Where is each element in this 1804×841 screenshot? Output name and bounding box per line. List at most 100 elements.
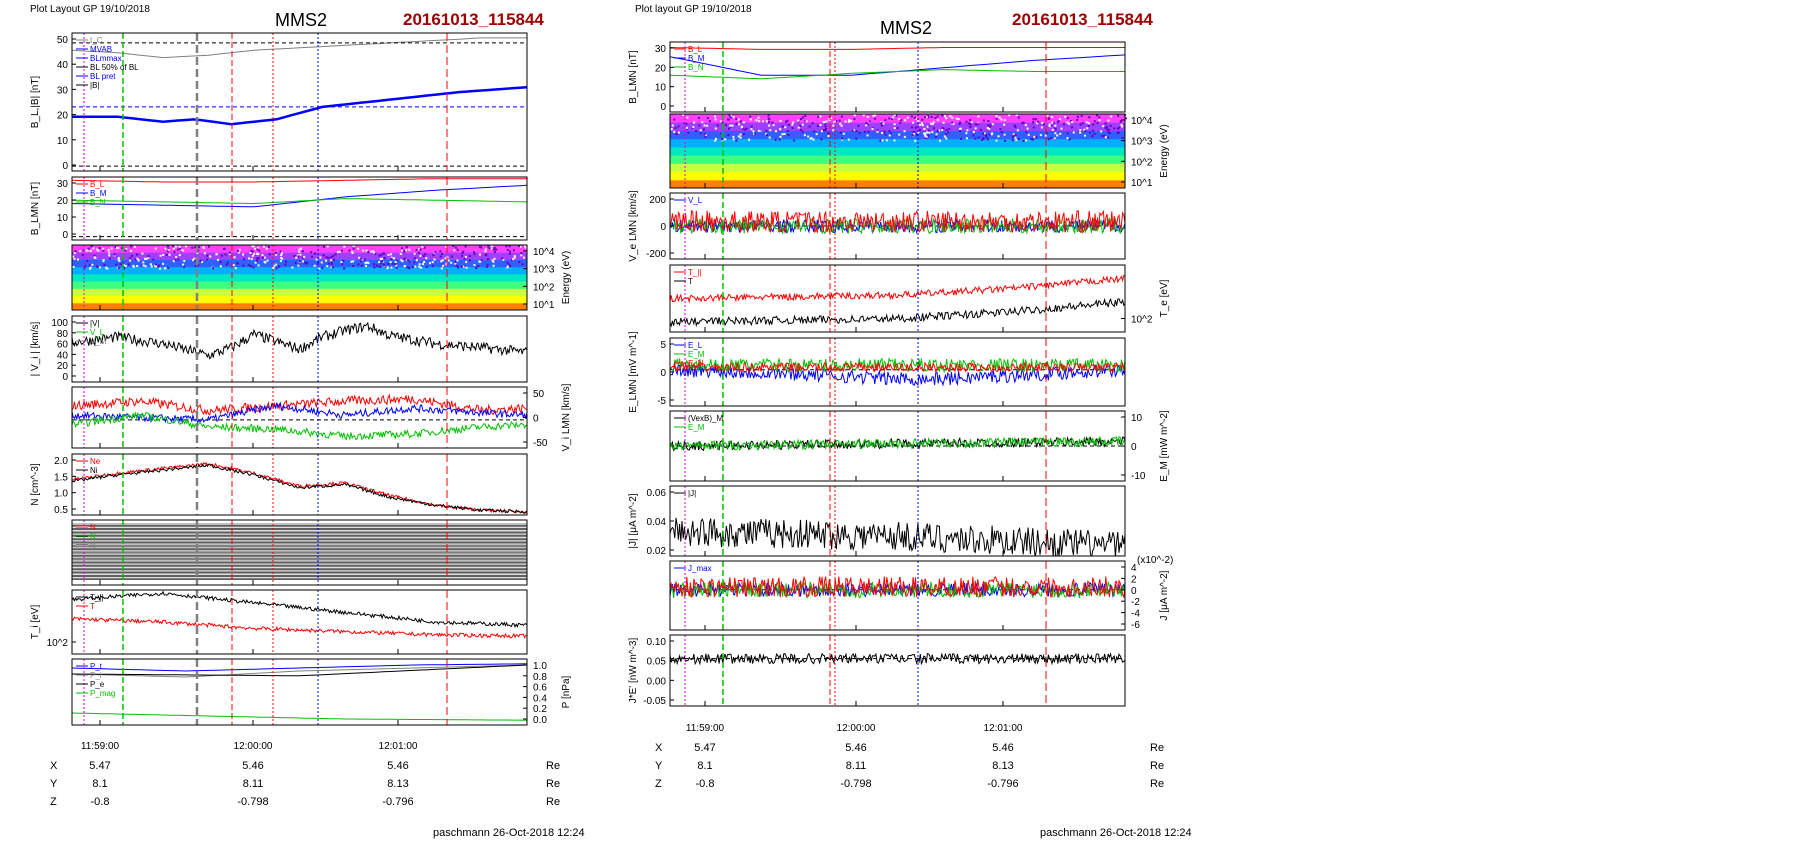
legend-label: |J|	[688, 489, 696, 498]
eph-value: -0.798	[237, 796, 268, 808]
spectrogram-pixel	[165, 253, 168, 256]
spectrogram-pixel	[888, 134, 891, 137]
spectrogram-pixel	[1046, 114, 1049, 117]
spectrogram-band	[670, 138, 1125, 148]
spectrogram-pixel	[145, 257, 148, 260]
spectrogram-pixel	[263, 260, 266, 263]
spectrogram-pixel	[995, 117, 998, 120]
left-time-tick: 12:01:00	[379, 741, 418, 752]
spectrogram-pixel	[124, 264, 127, 267]
spectrogram-pixel	[248, 257, 251, 260]
spectrogram-pixel	[979, 128, 982, 131]
spectrogram-pixel	[261, 254, 264, 257]
spectrogram-pixel	[1116, 127, 1119, 130]
right-panel: -0.05 0.00 0.05 0.10 J*E' [nW m^-3]	[628, 634, 1126, 707]
spectrogram-pixel	[454, 260, 457, 263]
y-tick-label: -4	[1131, 609, 1140, 620]
spectrogram-pixel	[714, 115, 717, 118]
spectrogram-pixel	[83, 266, 86, 269]
spectrogram-pixel	[958, 128, 961, 131]
eph-value: 5.46	[992, 742, 1013, 754]
spectrogram-pixel	[411, 266, 414, 269]
panel-frame	[71, 589, 528, 655]
spectrogram-pixel	[1116, 132, 1119, 135]
spectrogram-pixel	[194, 246, 197, 249]
y-axis-label: Energy (eV)	[1159, 124, 1170, 177]
legend-label: E_N	[688, 359, 704, 368]
spectrogram-pixel	[914, 139, 917, 142]
legend-label: P_e	[90, 680, 105, 689]
spectrogram-pixel	[729, 125, 732, 128]
spectrogram-pixel	[441, 259, 444, 262]
panel-frame	[669, 113, 1126, 189]
spectrogram-pixel	[327, 256, 330, 259]
spectrogram-pixel	[853, 114, 856, 117]
spectrogram-pixel	[456, 248, 459, 251]
spectrogram-pixel	[732, 138, 735, 141]
spectrogram-pixel	[172, 260, 175, 263]
spectrogram-pixel	[1026, 127, 1029, 130]
spectrogram-pixel	[778, 138, 781, 141]
spectrogram-pixel	[425, 257, 428, 260]
spectrogram-band	[72, 281, 527, 289]
y-tick-label: 0	[62, 230, 68, 241]
spectrogram-pixel	[727, 133, 730, 136]
eph-value: 8.11	[243, 778, 264, 790]
right-panel: 10^2 T_e [eV] T_||T	[669, 264, 1170, 333]
legend-label: B_L	[688, 45, 703, 54]
spectrogram-pixel	[1008, 114, 1011, 117]
spectrogram-pixel	[159, 267, 162, 270]
spectrogram-pixel	[952, 122, 955, 125]
right-panel: 10 0 -10 E_M [mW m^-2] (VexB)_ME_M	[669, 410, 1170, 482]
spectrogram-pixel	[1106, 136, 1109, 139]
y-axis-label: Energy (eV)	[561, 251, 572, 304]
spectrogram-pixel	[357, 263, 360, 266]
spectrogram-pixel	[893, 123, 896, 126]
spectrogram-pixel	[284, 263, 287, 266]
spectrogram-pixel	[142, 264, 145, 267]
spectrogram-pixel	[721, 138, 724, 141]
y-tick-label: 30	[57, 179, 69, 190]
spectrogram-pixel	[871, 127, 874, 130]
spectrogram-pixel	[1056, 120, 1059, 123]
spectrogram-pixel	[728, 114, 731, 117]
spectrogram-pixel	[1087, 124, 1090, 127]
spectrogram-pixel	[319, 256, 322, 259]
spectrogram-pixel	[250, 258, 253, 261]
spectrogram-pixel	[1036, 122, 1039, 125]
spectrogram-pixel	[97, 265, 100, 268]
y-tick-label: 4	[1131, 563, 1137, 574]
eph-value: -0.798	[840, 778, 871, 790]
spectrogram-pixel	[792, 121, 795, 124]
spectrogram-pixel	[407, 266, 410, 269]
spectrogram-pixel	[275, 267, 278, 270]
spectrogram-pixel	[191, 246, 194, 249]
spectrogram-pixel	[486, 258, 489, 261]
spectrogram-pixel	[1004, 139, 1007, 142]
spectrogram-pixel	[81, 254, 84, 257]
spectrogram-pixel	[724, 138, 727, 141]
spectrogram-pixel	[1048, 123, 1051, 126]
spectrogram-pixel	[183, 265, 186, 268]
spectrogram-pixel	[1047, 138, 1050, 141]
spectrogram-pixel	[280, 254, 283, 257]
spectrogram-pixel	[115, 246, 118, 249]
spectrogram-pixel	[207, 245, 210, 248]
spectrogram-pixel	[457, 266, 460, 269]
spectrogram-pixel	[867, 130, 870, 133]
y-tick-label: 10^2	[533, 282, 555, 293]
spectrogram-pixel	[752, 130, 755, 133]
spectrogram-pixel	[1050, 116, 1053, 119]
spectrogram-pixel	[1107, 119, 1110, 122]
y-tick-label: 50	[533, 389, 545, 400]
spectrogram-pixel	[817, 115, 820, 118]
spectrogram-pixel	[730, 116, 733, 119]
spectrogram-pixel	[390, 266, 393, 269]
spectrogram-pixel	[986, 138, 989, 141]
spectrogram-pixel	[1032, 121, 1035, 124]
spectrogram-pixel	[425, 266, 428, 269]
spectrogram-pixel	[477, 265, 480, 268]
y-tick-label: 10	[1131, 413, 1143, 424]
spectrogram-pixel	[383, 264, 386, 267]
